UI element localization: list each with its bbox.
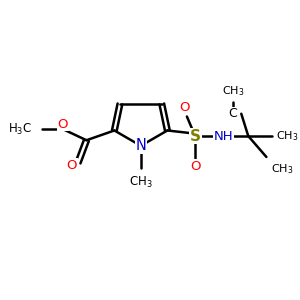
Text: O: O <box>190 160 200 173</box>
Text: CH$_3$: CH$_3$ <box>129 175 153 190</box>
Text: O: O <box>179 101 189 114</box>
Text: H$_3$C: H$_3$C <box>8 122 32 136</box>
Text: NH: NH <box>213 130 233 142</box>
Text: O: O <box>58 118 68 130</box>
Text: CH$_3$: CH$_3$ <box>276 129 298 143</box>
Text: O: O <box>67 159 77 172</box>
Text: C: C <box>229 107 237 120</box>
Text: CH$_3$: CH$_3$ <box>222 85 244 98</box>
Text: S: S <box>190 129 201 144</box>
Text: CH$_3$: CH$_3$ <box>271 163 293 176</box>
Text: N: N <box>135 138 146 153</box>
